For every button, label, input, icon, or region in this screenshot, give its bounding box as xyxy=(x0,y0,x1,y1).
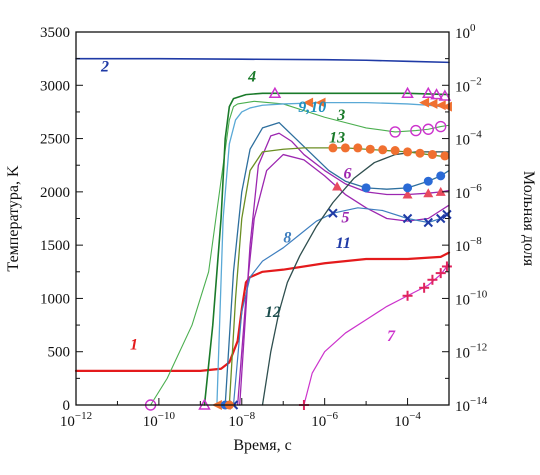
x-axis-title: Время, с xyxy=(233,437,291,454)
series-2-line xyxy=(75,57,450,64)
marker-7-2 xyxy=(402,290,413,301)
y-tick-label: 3500 xyxy=(40,25,70,41)
marker-10-4 xyxy=(423,176,433,186)
marker-10-2 xyxy=(361,183,371,193)
marker-8-4 xyxy=(423,217,433,228)
y-tick-label: 2000 xyxy=(40,185,70,201)
marker-stroke xyxy=(423,217,433,228)
y-axis-right-title: Мольная доля xyxy=(520,171,537,267)
y-tick-label: 500 xyxy=(48,345,71,361)
x-tick-label: 10−8 xyxy=(228,410,255,430)
y2-tick-label: 10−6 xyxy=(455,182,482,202)
y-tick-label: 1500 xyxy=(40,238,70,254)
marker-12-6 xyxy=(378,145,388,155)
marker-12-5 xyxy=(365,144,375,154)
y2-tick-label: 100 xyxy=(455,22,476,42)
series-9-label: 9,10 xyxy=(298,99,326,116)
y2-tick-label: 10−14 xyxy=(455,395,488,415)
marker-9-5 xyxy=(427,98,438,109)
series-1-label: 1 xyxy=(130,337,138,354)
marker-9-6 xyxy=(435,100,446,111)
marker-12-11 xyxy=(440,151,450,161)
x-tick-label: 10−6 xyxy=(311,410,338,430)
series-4-label: 4 xyxy=(247,68,256,85)
series-6-label: 6 xyxy=(343,166,351,183)
series-12-label: 13 xyxy=(329,130,345,147)
marker-8-5 xyxy=(436,213,446,224)
y2-tick-label: 10−12 xyxy=(455,342,487,362)
y-tick-label: 2500 xyxy=(40,132,70,148)
marker-4-5 xyxy=(430,88,443,100)
marker-12-9 xyxy=(415,148,425,158)
series-6-line xyxy=(239,132,450,406)
y-axis-left-title: Температура, K xyxy=(5,165,22,272)
marker-9-2 xyxy=(303,97,314,108)
marker-8-3 xyxy=(402,213,413,224)
marker-7-6 xyxy=(441,261,452,272)
marker-12-7 xyxy=(390,146,400,156)
marker-stroke xyxy=(402,213,413,224)
y-tick-label: 1000 xyxy=(40,291,70,307)
marker-6-4 xyxy=(435,186,446,196)
x-tick-label: 10−10 xyxy=(143,410,176,430)
y2-tick-label: 10−8 xyxy=(455,235,482,255)
markers-layer xyxy=(144,86,452,411)
marker-6-1 xyxy=(332,181,343,191)
marker-7-3 xyxy=(419,282,430,293)
series-3-label: 3 xyxy=(336,107,345,124)
marker-stroke xyxy=(328,208,338,218)
marker-7-4 xyxy=(427,274,438,285)
marker-9-3 xyxy=(315,97,326,108)
series-5-label: 5 xyxy=(341,209,349,226)
marker-7-5 xyxy=(435,268,446,279)
marker-4-6 xyxy=(438,89,452,101)
marker-6-3 xyxy=(423,188,434,198)
marker-10-3 xyxy=(403,183,413,193)
marker-stroke xyxy=(436,213,446,224)
marker-12-8 xyxy=(403,147,413,157)
marker-12-3 xyxy=(340,143,350,153)
series-4-line xyxy=(203,92,450,406)
x-tick-label: 10−4 xyxy=(394,410,421,430)
plot-frame xyxy=(75,31,450,406)
marker-4-4 xyxy=(422,86,435,99)
x-tick-label: 10−12 xyxy=(60,410,92,430)
marker-12-10 xyxy=(427,150,437,160)
y-tick-label: 0 xyxy=(63,398,71,414)
marker-4-3 xyxy=(401,86,414,99)
series-2-label: 2 xyxy=(100,58,109,75)
marker-3-3 xyxy=(410,124,422,137)
series-7-label: 7 xyxy=(387,328,396,345)
marker-6-2 xyxy=(402,189,413,199)
marker-12-4 xyxy=(353,143,363,153)
series-8-line xyxy=(232,207,450,406)
marker-4-2 xyxy=(268,86,282,99)
series-10-line xyxy=(224,121,450,406)
series-11-label: 12 xyxy=(265,304,281,321)
series-3-line xyxy=(150,100,450,406)
marker-3-2 xyxy=(389,126,401,138)
y2-tick-label: 10−10 xyxy=(455,288,488,308)
series-10-label: 11 xyxy=(336,235,351,252)
marker-8-2 xyxy=(328,208,338,218)
marker-12-2 xyxy=(328,143,338,153)
marker-3-4 xyxy=(422,123,434,135)
marker-10-5 xyxy=(436,171,446,181)
y-tick-label: 3000 xyxy=(40,78,70,94)
axes-layer: 0 500 1000 1500 2000 2500 3000 3500 100 10−2 10−4 1… xyxy=(40,22,488,430)
y2-tick-label: 10−2 xyxy=(455,75,482,95)
marker-9-4 xyxy=(419,97,430,108)
marker-3-5 xyxy=(435,120,447,133)
y2-tick-label: 10−4 xyxy=(455,129,482,149)
series-8-label: 8 xyxy=(283,229,291,246)
